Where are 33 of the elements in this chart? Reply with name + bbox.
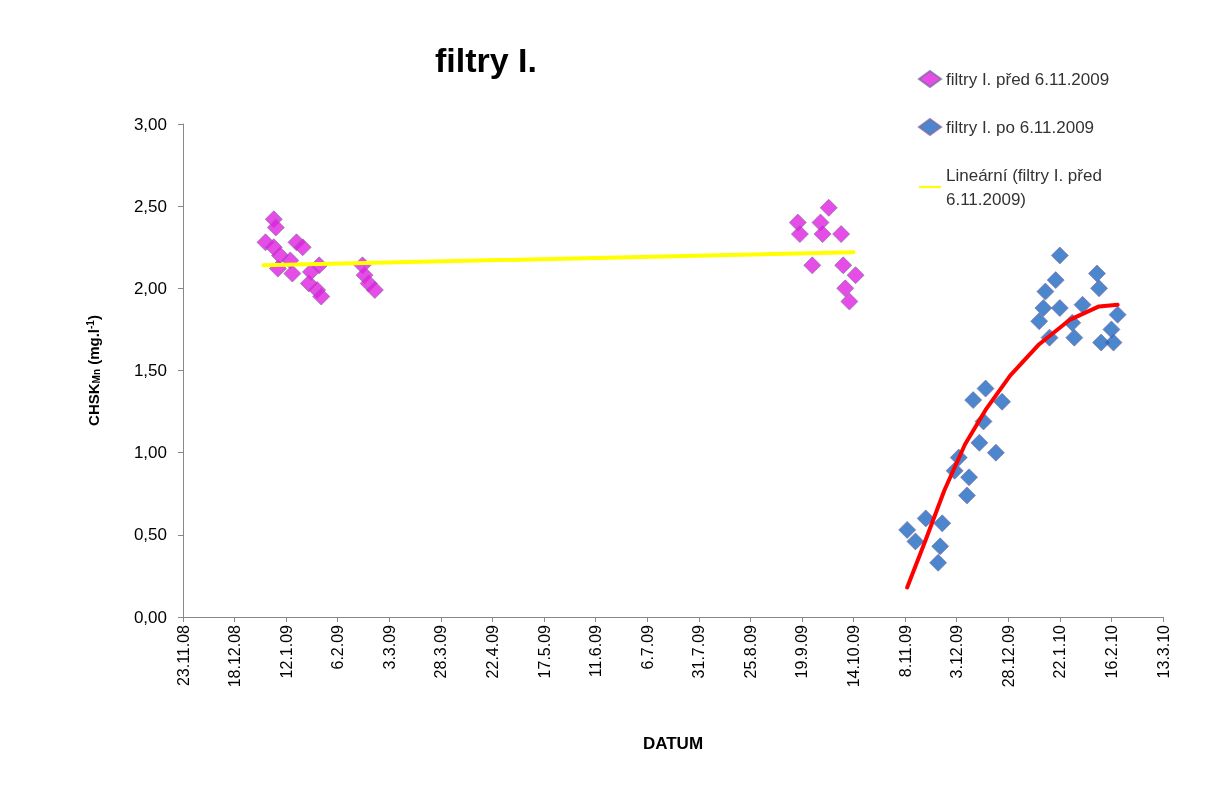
x-tick-label: 13.3.10: [1154, 624, 1172, 679]
y-tick-label: 0,00: [133, 607, 167, 627]
x-tick-label: 28.3.09: [432, 624, 450, 679]
y-tick-label: 3,00: [133, 114, 167, 134]
x-tick-label: 18.12.08: [226, 624, 244, 688]
legend-label: filtry I. po 6.11.2009: [946, 117, 1095, 137]
x-tick-label: 16.2.10: [1102, 624, 1120, 679]
x-tick-label: 14.10.09: [845, 624, 863, 688]
x-tick-label: 23.11.08: [174, 624, 192, 687]
x-tick-label: 3.12.09: [948, 624, 966, 679]
x-tick-label: 6.7.09: [638, 624, 656, 670]
x-axis-title: DATUM: [642, 734, 704, 753]
x-tick-label: 22.1.10: [1051, 624, 1069, 679]
x-tick-label: 3.3.09: [380, 624, 398, 670]
chart-title: filtry I.: [435, 41, 538, 79]
legend-label: filtry I. před 6.11.2009: [946, 69, 1110, 89]
y-axis-title: CHSKMn (mg.l-1): [84, 315, 102, 426]
x-tick-label: 25.8.09: [741, 624, 759, 679]
legend-label: Lineární (filtry I. před 6.11.2009): [946, 165, 1107, 209]
x-tick-label: 6.2.09: [329, 624, 347, 670]
y-tick-label: 1,00: [133, 443, 167, 463]
x-tick-label: 22.4.09: [483, 624, 501, 679]
x-tick-label: 11.6.09: [587, 624, 605, 678]
x-tick-label: 28.12.09: [999, 624, 1017, 688]
x-tick-label: 31.7.09: [690, 624, 708, 679]
y-tick-label: 1,50: [133, 361, 167, 380]
x-tick-label: 12.1.09: [277, 624, 295, 679]
y-tick-label: 2,50: [133, 196, 167, 216]
x-tick-label: 8.11.09: [896, 624, 914, 678]
x-tick-label: 17.5.09: [535, 624, 553, 679]
x-tick-label: 19.9.09: [793, 624, 811, 679]
y-tick-label: 0,50: [133, 525, 167, 545]
y-tick-label: 2,00: [133, 278, 167, 298]
